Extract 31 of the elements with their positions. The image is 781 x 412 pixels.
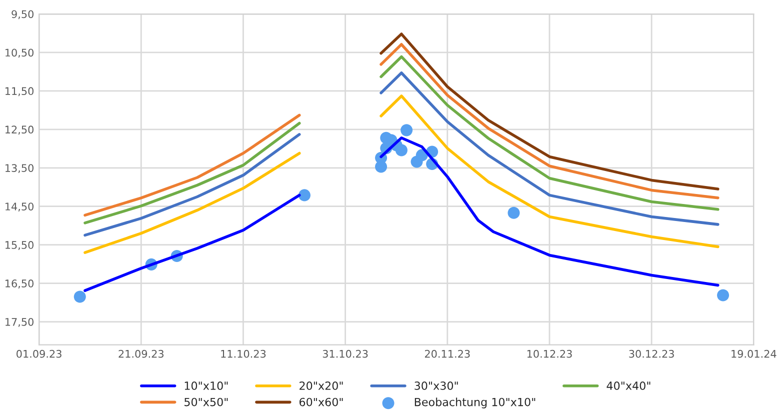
y-tick-label: 12,50 [6,126,34,135]
legend-label: 50"x50" [184,398,228,406]
line-series [380,32,720,190]
x-tick-label: 01.09.23 [16,350,62,358]
y-tick-label: 13,50 [6,164,34,174]
x-tick-label: 11.10.23 [221,350,266,358]
legend-label: 20"x20" [300,382,343,390]
x-tick-label: 19.01.24 [732,350,776,358]
point [508,206,520,219]
legend-label: 60"x60" [300,398,343,406]
x-tick-label: 10.12.23 [527,350,572,358]
y-tick-label: 9,50 [12,10,34,20]
point [74,290,86,303]
point [717,289,730,302]
x-tick-label: 31.10.23 [322,350,368,358]
y-tick-label: 10,50 [6,48,34,58]
legend-label: 30"x30" [414,382,458,390]
y-tick-label: 11,50 [6,87,34,96]
x-tick-label: 20.11.23 [424,350,470,358]
legend-label: 40"x40" [606,382,650,390]
point [395,144,408,156]
y-tick-label: 16,50 [6,280,34,288]
x-tick-label: 21.09.23 [118,350,164,358]
point [298,189,310,202]
legend-label: Beobachtung 10"x10" [414,398,536,408]
y-tick-label: 15,50 [6,241,34,250]
y-tick-label: 14,50 [6,202,34,212]
y-tick-label: 17,50 [6,318,34,327]
point [400,124,413,136]
legend-label: 10"x10" [184,382,228,390]
x-tick-label: 30.12.23 [629,350,674,358]
